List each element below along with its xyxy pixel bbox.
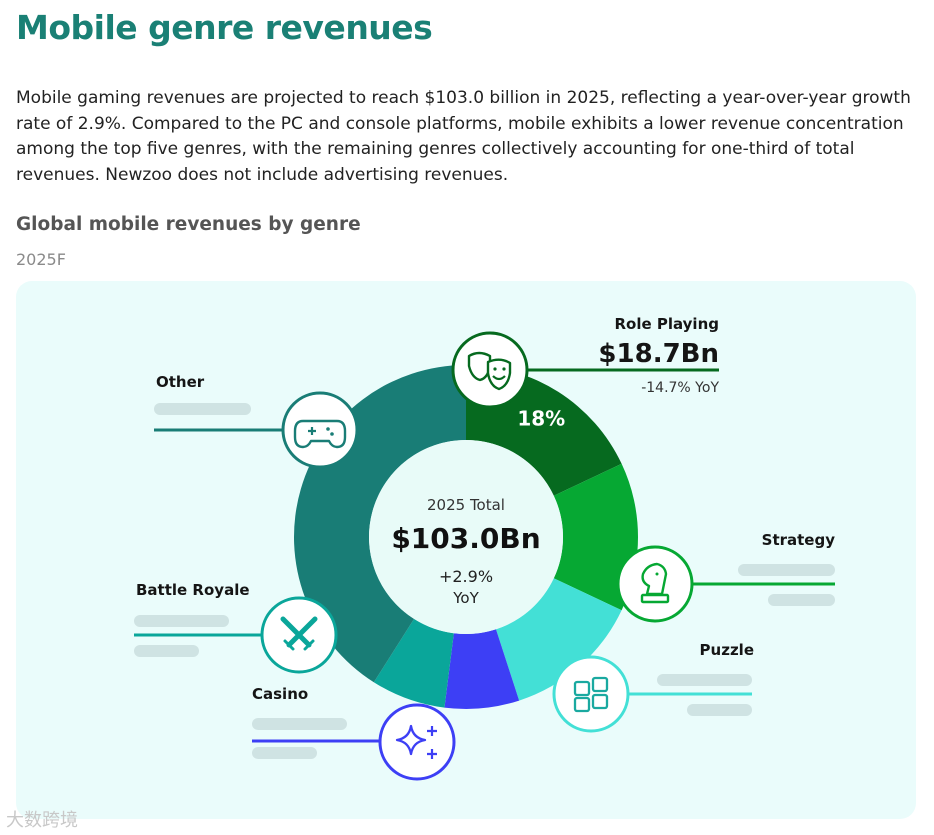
other-value-placeholder: [154, 403, 251, 415]
strategy-value-placeholder-1: [738, 564, 835, 576]
other-label: Other: [156, 373, 205, 391]
puzzle-label: Puzzle: [700, 641, 754, 659]
strategy-value-placeholder-2: [768, 594, 835, 606]
chart-title: Global mobile revenues by genre: [16, 214, 361, 235]
role-playing-label: Role Playing: [614, 315, 719, 333]
puzzle-value-placeholder-1: [657, 674, 752, 686]
center-growth-unit: YoY: [452, 589, 479, 607]
battle-royale-value-placeholder-1: [134, 615, 229, 627]
role-playing-revenue: $18.7Bn: [598, 339, 719, 369]
donut-chart: 2025 Total $103.0Bn +2.9% YoY 18% Role Playin…: [134, 315, 836, 781]
battle-royale-label: Battle Royale: [136, 581, 250, 599]
slice-battle-royale: [373, 618, 454, 708]
theater-masks-icon: [451, 331, 529, 409]
role-playing-yoy: -14.7% YoY: [641, 380, 719, 396]
casino-label: Casino: [252, 685, 308, 703]
puzzle-value-placeholder-2: [687, 704, 752, 716]
puzzle-icon: [552, 655, 630, 733]
slice-strategy: [553, 463, 639, 611]
slice-percent-label: 18%: [517, 406, 565, 430]
page-title: Mobile genre revenues: [16, 8, 433, 47]
battle-royale-value-placeholder-2: [134, 645, 199, 657]
casino-value-placeholder-2: [252, 747, 317, 759]
sparkle-icon: [378, 703, 456, 781]
center-value: $103.0Bn: [391, 522, 540, 555]
watermark: 大数跨境: [6, 810, 78, 831]
gamepad-icon: [281, 391, 359, 469]
strategy-label: Strategy: [762, 531, 836, 549]
casino-value-placeholder-1: [252, 718, 347, 730]
intro-paragraph: Mobile gaming revenues are projected to …: [16, 88, 911, 185]
slice-puzzle: [495, 578, 622, 701]
center-growth: +2.9%: [439, 567, 493, 586]
chart-panel: 2025 Total $103.0Bn +2.9% YoY 18% Role Playin…: [16, 281, 916, 819]
chart-subtitle: 2025F: [16, 250, 66, 269]
donut-hole: [369, 440, 563, 634]
slice-casino: [444, 629, 520, 709]
chess-knight-icon: [616, 545, 694, 623]
crossed-swords-icon: [260, 596, 338, 674]
center-label: 2025 Total: [427, 496, 505, 514]
